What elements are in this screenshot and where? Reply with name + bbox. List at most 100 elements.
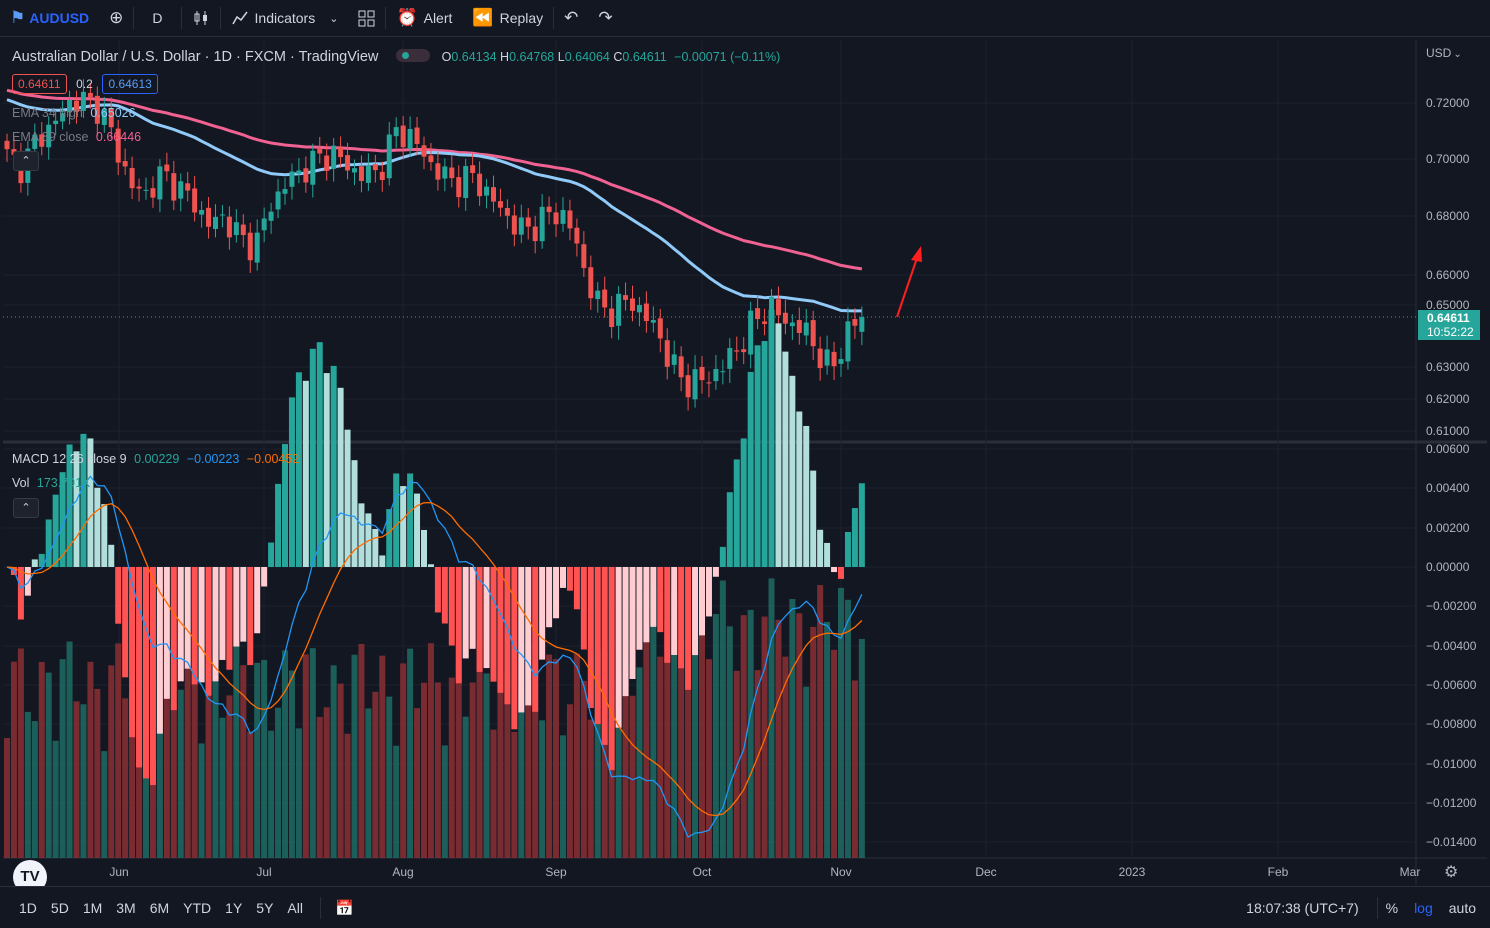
volume-bar [587, 719, 594, 858]
candle-body [831, 351, 837, 367]
undo-button[interactable]: ↶ [554, 0, 588, 37]
replay-button[interactable]: ⏪ Replay [462, 0, 553, 37]
macd-histogram-bar [254, 567, 261, 634]
macd-histogram-bar [462, 567, 469, 659]
candle-body [94, 95, 100, 124]
volume-bar [233, 640, 240, 858]
toolbar-divider [1376, 897, 1378, 919]
last-price-value: 0.64611 [1427, 311, 1470, 325]
currency-label[interactable]: USD ⌄ [1426, 46, 1462, 60]
macd-histogram-bar [580, 567, 587, 650]
macd-histogram-bar [497, 567, 504, 693]
candle-body [296, 170, 302, 174]
collapse-legend-button[interactable]: ⌃ [13, 151, 39, 171]
macd-histogram-bar [101, 504, 108, 567]
chart-area[interactable]: Australian Dollar / U.S. Dollar · 1D · F… [3, 40, 1487, 894]
main-legend: Australian Dollar / U.S. Dollar · 1D · F… [12, 49, 780, 65]
volume-bar [490, 729, 497, 858]
macd-histogram-bar [810, 470, 817, 567]
chart-settings-button[interactable]: ⚙ [1444, 862, 1458, 882]
macd-histogram-bar [108, 544, 115, 567]
bid-button[interactable]: 0.64611 [12, 74, 67, 94]
log-scale-button[interactable]: log [1414, 900, 1433, 916]
time-tick: Nov [830, 865, 852, 879]
macd-histogram-bar [441, 567, 448, 624]
volume-bar [427, 643, 434, 858]
range-5y-button[interactable]: 5Y [256, 899, 274, 916]
candle-body [67, 99, 73, 113]
redo-button[interactable]: ↷ [588, 0, 622, 37]
volume-bar [4, 738, 10, 858]
symbol-search[interactable]: ⚑ AUDUSD [0, 0, 99, 37]
range-ytd-button[interactable]: YTD [183, 899, 212, 916]
macd-legend[interactable]: MACD 12 26 close 9 0.00229 −0.00223 −0.0… [12, 452, 299, 466]
candle-body [734, 350, 740, 352]
auto-scale-button[interactable]: auto [1448, 900, 1476, 916]
candle-body [671, 354, 677, 365]
chart-title[interactable]: Australian Dollar / U.S. Dollar · 1D · F… [12, 49, 379, 65]
macd-histogram-bar [24, 567, 31, 596]
range-5d-button[interactable]: 5D [50, 899, 69, 916]
range-1m-button[interactable]: 1M [82, 899, 103, 916]
macd-line [6, 475, 863, 839]
candle-body [400, 125, 406, 148]
alert-button[interactable]: ⏰ Alert [386, 0, 462, 37]
volume-bar [553, 659, 560, 858]
macd-histogram-bar [177, 567, 184, 682]
volume-bar [10, 661, 17, 858]
volume-bar [747, 609, 754, 858]
macd-histogram-bar [337, 387, 344, 567]
volume-bar [240, 665, 247, 858]
volume-bar [796, 613, 803, 858]
macd-histogram-bar [803, 425, 810, 567]
ema34-legend[interactable]: EMA 34 high 0.65026 [12, 106, 136, 120]
candle-body [706, 382, 712, 384]
chart-type-button[interactable] [182, 0, 220, 37]
high-value: 0.64768 [509, 50, 555, 64]
range-1y-button[interactable]: 1Y [225, 899, 243, 916]
collapse-macd-legend-button[interactable]: ⌃ [13, 498, 39, 518]
macd-histogram-bar [240, 567, 247, 642]
macd-histogram-bar [601, 567, 608, 745]
candle-body [254, 232, 260, 263]
chart-canvas[interactable] [3, 40, 1487, 885]
candle-body [636, 305, 642, 313]
volume-bar [831, 649, 838, 858]
range-all-button[interactable]: All [287, 899, 303, 916]
volume-bar [476, 638, 483, 858]
volume-bar [678, 639, 685, 858]
ema89-legend[interactable]: EMA 89 close 0.66446 [12, 130, 141, 144]
interval-button[interactable]: D [134, 0, 180, 37]
bottom-toolbar: 1D 5D 1M 3M 6M YTD 1Y 5Y All 📅 18:07:38 … [0, 886, 1490, 928]
percent-scale-button[interactable]: % [1385, 900, 1399, 916]
timezone-clock[interactable]: 18:07:38 (UTC+7) [1246, 900, 1359, 916]
macd-histogram-bar [184, 567, 191, 669]
indicators-button[interactable]: Indicators ⌄ [221, 0, 349, 37]
macd-histogram-bar [87, 438, 94, 567]
volume-legend[interactable]: Vol 173.791K [12, 476, 90, 490]
bid-ask-row: 0.64611 0.2 0.64613 [12, 74, 158, 94]
macd-histogram-bar [66, 444, 73, 567]
volume-bar [851, 680, 858, 858]
range-6m-button[interactable]: 6M [149, 899, 170, 916]
macd-histogram-bar [761, 341, 768, 567]
toolbar-divider [133, 7, 135, 29]
macd-histogram-bar [754, 345, 761, 567]
range-1d-button[interactable]: 1D [19, 899, 37, 916]
volume-bar [692, 602, 699, 858]
candle-body [449, 167, 455, 179]
goto-date-button[interactable]: 📅 [331, 899, 358, 917]
candle-body [345, 155, 351, 171]
range-3m-button[interactable]: 3M [116, 899, 136, 916]
macd-histogram-bar [386, 509, 393, 567]
macd-histogram-bar [115, 567, 122, 624]
volume-bar [546, 654, 553, 858]
candle-body [352, 168, 357, 173]
layouts-button[interactable] [348, 0, 385, 37]
gear-icon: ⚙ [1444, 864, 1459, 881]
macd-histogram-bar [170, 567, 177, 711]
ask-button[interactable]: 0.64613 [102, 74, 158, 94]
compare-button[interactable]: ⊕ [99, 0, 133, 37]
candle-body [428, 155, 434, 163]
candle-body [678, 356, 684, 378]
